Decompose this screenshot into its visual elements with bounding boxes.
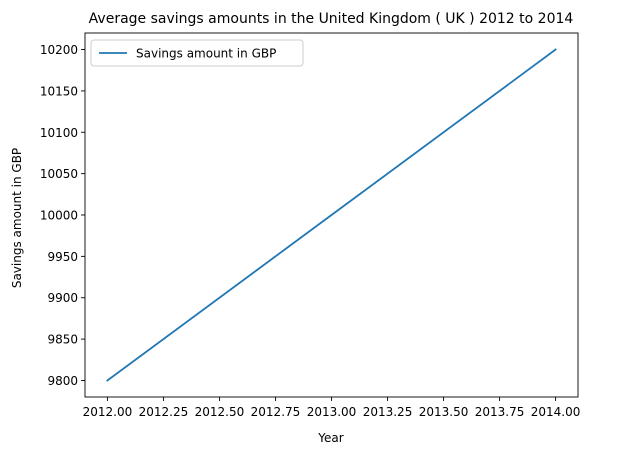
legend-box (90, 39, 304, 67)
legend: Savings amount in GBP (90, 39, 304, 67)
chart-title: Average savings amounts in the United Ki… (89, 11, 574, 27)
y-tick-label: 9800 (47, 374, 78, 388)
x-tick-label: 2013.75 (475, 405, 525, 419)
y-tick-label: 10200 (40, 43, 78, 57)
x-tick-label: 2012.50 (195, 405, 245, 419)
y-tick-label: 10100 (40, 126, 78, 140)
series-line-0 (106, 48, 557, 382)
plot-area: 2012.00 2012.25 2012.50 2012.75 2013.00 2013.… (40, 32, 581, 419)
x-tick-label: 2013.50 (419, 405, 469, 419)
x-tick-label: 2012.00 (83, 405, 133, 419)
y-tick-label: 10050 (40, 167, 78, 181)
y-tick-label: 9950 (47, 250, 78, 264)
y-tick-label: 10150 (40, 84, 78, 98)
x-tick-label: 2013.00 (307, 405, 357, 419)
x-tick-label: 2012.25 (139, 405, 189, 419)
x-tick-label: 2013.25 (363, 405, 413, 419)
y-tick-label: 9850 (47, 333, 78, 347)
y-tick-label: 10000 (40, 209, 78, 223)
legend-label: Savings amount in GBP (136, 47, 276, 61)
x-axis-label: Year (317, 431, 343, 445)
x-tick-label: 2012.75 (251, 405, 301, 419)
x-tick-label: 2014.00 (531, 405, 581, 419)
y-axis-label: Savings amount in GBP (10, 148, 24, 288)
y-tick-label: 9900 (47, 291, 78, 305)
